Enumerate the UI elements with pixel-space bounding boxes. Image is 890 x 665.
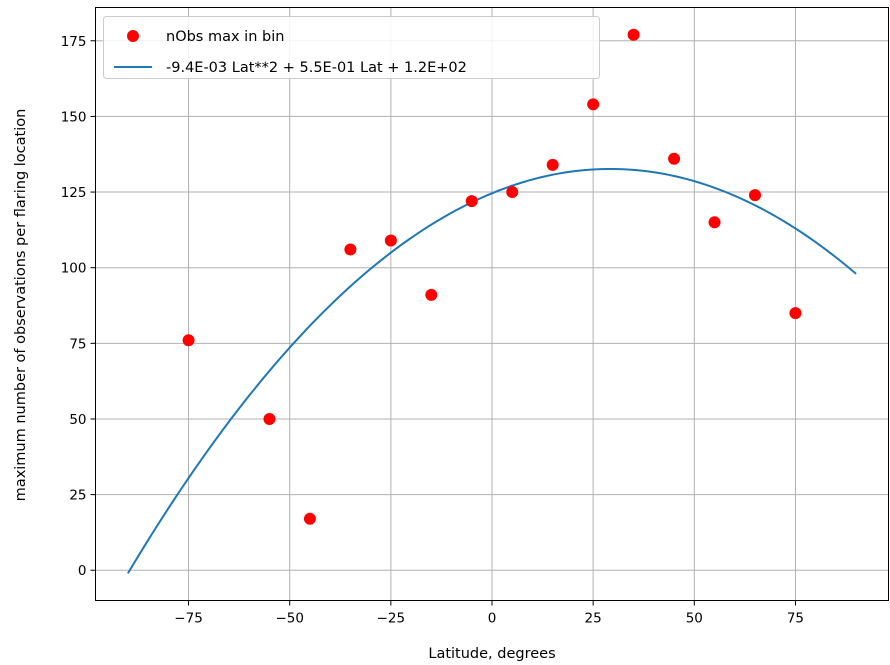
x-tick-label: −25	[377, 611, 406, 627]
y-axis-label: maximum number of observations per flari…	[13, 109, 29, 502]
y-tick-label: 50	[69, 412, 86, 428]
y-tick-label: 175	[61, 34, 87, 50]
scatter-point	[465, 195, 478, 208]
legend-label-scatter: nObs max in bin	[166, 29, 284, 45]
y-tick-label: 150	[61, 109, 87, 125]
y-tick-label: 0	[78, 563, 87, 579]
x-tick-label: 0	[488, 611, 497, 627]
scatter-point	[789, 307, 802, 320]
scatter-point	[344, 243, 357, 256]
series-layer	[127, 28, 857, 574]
x-tick-label: 25	[585, 611, 602, 627]
y-tick-label: 125	[61, 185, 87, 201]
x-tick-label: 75	[787, 611, 804, 627]
scatter-point	[506, 186, 519, 199]
legend: nObs max in bin -9.4E-03 Lat**2 + 5.5E-0…	[103, 16, 600, 79]
legend-marker-scatter	[127, 30, 139, 42]
y-tick-label: 100	[61, 261, 87, 277]
x-axis-label: Latitude, degrees	[428, 646, 555, 662]
scatter-point	[303, 512, 316, 525]
ticks: −75 −50 −25 0 25 50 75 0 25 50 75 100 125 150 175	[61, 34, 804, 627]
y-tick-label: 75	[69, 336, 86, 352]
scatter-point	[708, 216, 721, 229]
scatter-point	[546, 158, 559, 171]
x-tick-label: 50	[686, 611, 703, 627]
x-tick-label: −50	[275, 611, 304, 627]
scatter-point	[182, 334, 195, 347]
y-tick-label: 25	[69, 488, 86, 504]
legend-box	[103, 16, 600, 79]
scatter-point	[263, 412, 276, 425]
legend-label-fit-line: -9.4E-03 Lat**2 + 5.5E-01 Lat + 1.2E+02	[166, 60, 467, 76]
fit-line	[127, 167, 857, 574]
scatter-point	[587, 98, 600, 111]
x-tick-label: −75	[174, 611, 203, 627]
scatter-point	[668, 152, 681, 165]
scatter-point	[384, 234, 397, 247]
scatter-point	[627, 28, 640, 41]
scatter-point	[425, 288, 438, 301]
scatter-point	[748, 189, 761, 202]
